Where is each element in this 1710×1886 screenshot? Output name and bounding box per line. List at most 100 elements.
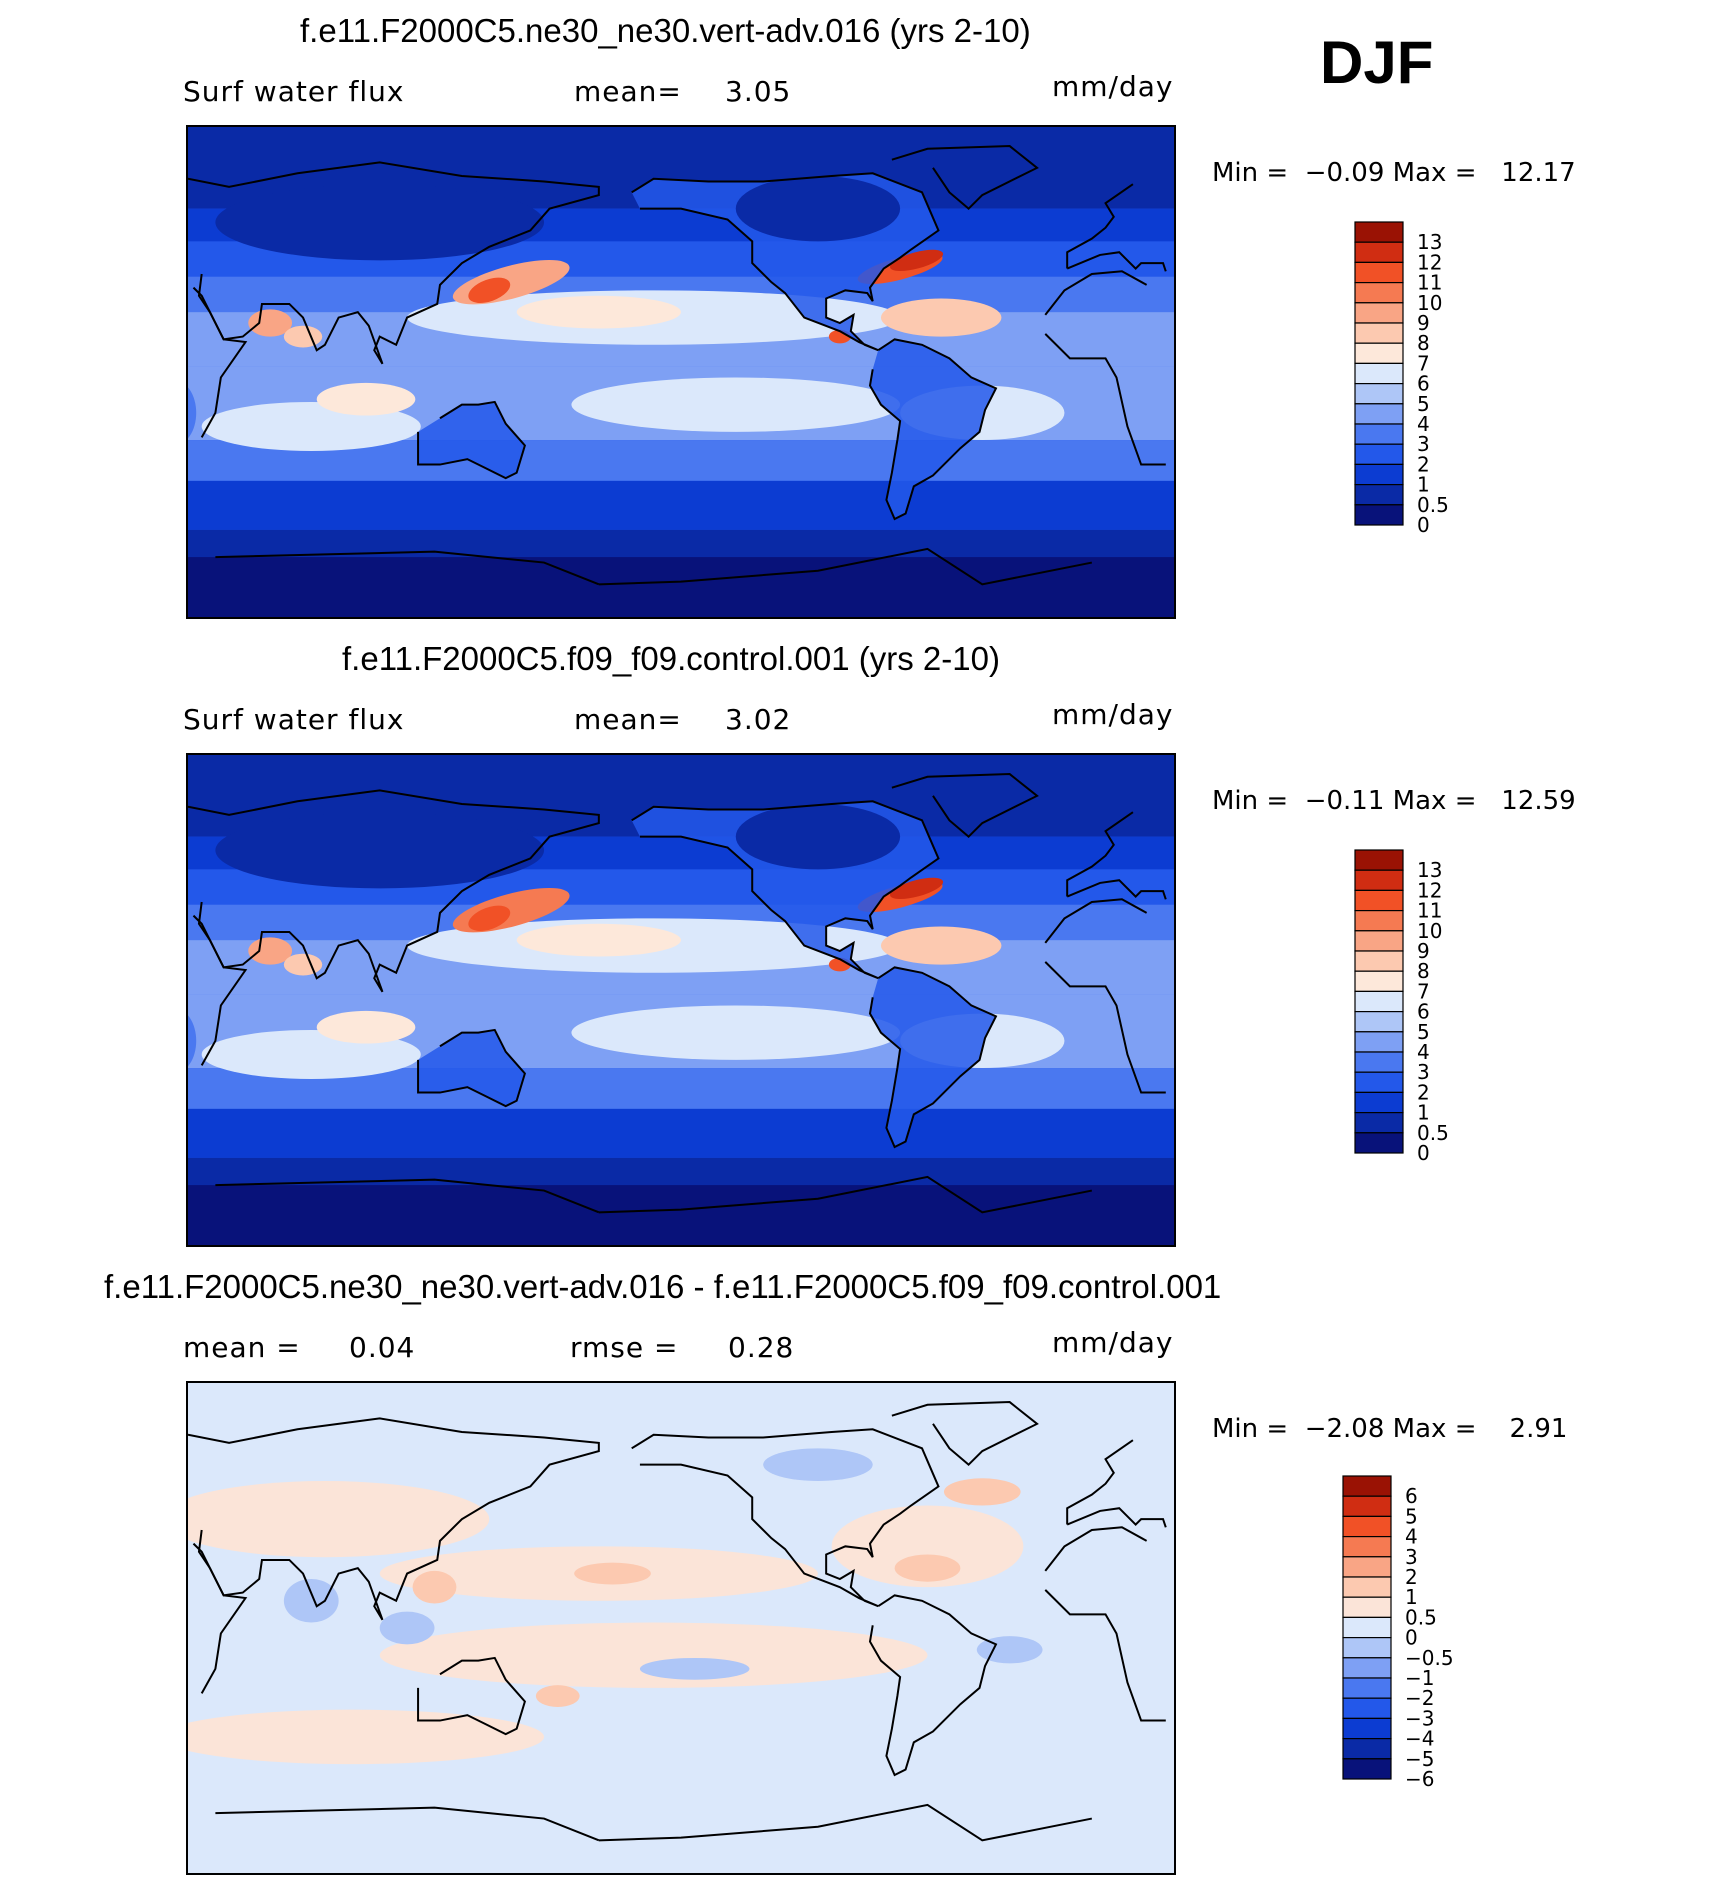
band-antarctic-plateau (188, 557, 1174, 617)
panel-3-rmse-label: rmse = (570, 1331, 679, 1364)
panel-2-mean-value: 3.02 (725, 703, 792, 736)
panel-1-title: f.e11.F2000C5.ne30_ne30.vert-adv.016 (yr… (300, 12, 1031, 49)
coastline-antarctica (598, 1175, 1093, 1214)
land-samerica (869, 339, 996, 519)
colorbar-tick-label: 7 (1417, 979, 1430, 1003)
atlantic-positive (831, 1505, 1024, 1588)
indian-west-coast (283, 953, 323, 976)
colorbar-tick-label: 11 (1417, 899, 1442, 923)
colorbar-swatch (1354, 362, 1404, 385)
south-pacific-subtropics (571, 377, 901, 432)
colorbar-swatch (1342, 1637, 1392, 1659)
panel-1-minmax: Min = −0.09 Max = 12.17 (1212, 158, 1576, 188)
coastline-namerica (631, 800, 940, 980)
panel-3-mean-label: mean = (183, 1331, 301, 1364)
colorbar-swatch (1354, 1112, 1404, 1134)
colorbar-swatch (1342, 1475, 1392, 1497)
coastline-africa (1044, 1589, 1166, 1722)
coastlines (188, 773, 1167, 1214)
colorbar-tick-label: 2 (1417, 1080, 1430, 1104)
panel-3-max-label: Max = (1392, 1414, 1477, 1444)
colorbar-tick-label: −3 (1405, 1706, 1434, 1730)
colorbar-tick-label: −1 (1405, 1666, 1434, 1690)
colorbar-swatch (1354, 443, 1404, 465)
panel-1-max-value: 12.17 (1501, 158, 1576, 188)
panel-2-units: mm/day (1052, 698, 1174, 731)
panel-3-map (186, 1381, 1176, 1875)
spcz-negative (639, 1657, 750, 1680)
coastline-greenland (891, 1401, 1039, 1467)
colorbar-swatch (1354, 221, 1404, 243)
colorbar-tick-label: 0.5 (1417, 493, 1449, 517)
colorbar-swatch (1354, 1031, 1404, 1053)
coastline-samerica (868, 338, 998, 521)
panel-1-mean-value: 3.05 (725, 75, 792, 108)
coastline-namerica (631, 172, 940, 352)
south-pacific-subtropics (571, 1005, 901, 1060)
indian-ocean-peach (316, 382, 416, 416)
colorbar-swatch (1354, 990, 1404, 1013)
land-samerica (869, 967, 996, 1147)
coastline-europe_asia (1066, 183, 1134, 269)
colorbar-swatch (1342, 1657, 1392, 1679)
colorbar-tick-label: −6 (1405, 1767, 1434, 1791)
colorbar-swatch (1354, 281, 1404, 304)
colorbar-swatch (1342, 1616, 1392, 1639)
colorbar-swatch (1342, 1556, 1392, 1578)
pacific-positive-south (379, 1622, 928, 1688)
coastline-antarctica (215, 550, 600, 586)
colorbar-tick-label: 5 (1405, 1504, 1418, 1528)
colorbar-tick-label: 10 (1417, 291, 1442, 315)
colorbar-tick-label: 12 (1417, 878, 1442, 902)
panel-2-max-label: Max = (1392, 786, 1477, 816)
colorbar-tick-label: 13 (1417, 230, 1442, 254)
siberia-dry (215, 812, 545, 889)
colorbar-swatch (1354, 463, 1404, 486)
panel-3-colorbar: 6 5 4 3 2 1 0.5 0 −0.5 −1 −2 −3 −4 −5 −6 (1342, 1475, 1543, 1868)
canada-dry (735, 176, 901, 242)
panel-1-mean-label: mean= (574, 75, 682, 108)
panel-3-title: f.e11.F2000C5.ne30_ne30.vert-adv.016 - f… (104, 1268, 1222, 1305)
colorbar-swatch (1354, 342, 1404, 364)
colorbar-swatch (1354, 423, 1404, 445)
colorbar-swatch (1354, 849, 1404, 871)
colorbar-swatch (1342, 1717, 1392, 1740)
colorbar-tick-label: 4 (1405, 1525, 1418, 1549)
colorbar-swatch (1354, 1051, 1404, 1073)
colorbar-swatch (1342, 1596, 1392, 1618)
panel-3-minmax: Min = −2.08 Max = 2.91 (1212, 1414, 1567, 1444)
kuroshio-core (468, 905, 511, 932)
colorbar-swatch (1354, 504, 1404, 526)
coastline-australia (417, 1028, 527, 1108)
coastline-antarctica (215, 1806, 600, 1842)
coastline-europe_asia (1066, 811, 1134, 897)
coastline-africa (192, 1542, 248, 1694)
north-atlantic-peach (880, 926, 1002, 965)
panel-1-min-value: −0.09 (1304, 158, 1385, 188)
southern-africa-land (188, 387, 197, 439)
coastline-samerica (868, 966, 998, 1149)
canada-dry (735, 804, 901, 870)
asia-positive (188, 1481, 490, 1558)
panel-1-units: mm/day (1052, 70, 1174, 103)
panel-1-map (186, 125, 1176, 619)
maritime-continent-peak (412, 1570, 457, 1604)
siberia-dry (215, 184, 545, 261)
panel-3-min-value: −2.08 (1304, 1414, 1385, 1444)
colorbar-tick-label: 0.5 (1417, 1121, 1449, 1145)
colorbar-swatch (1354, 484, 1404, 506)
coastline-europe_asia (1066, 879, 1167, 900)
coastline-greenland (891, 773, 1039, 839)
north-pacific-peach (516, 923, 681, 957)
panel-1-map-svg (188, 127, 1174, 617)
season-label: DJF (1320, 29, 1434, 96)
colorbar-tick-label: 5 (1417, 1020, 1430, 1044)
colorbar-tick-label: 5 (1417, 392, 1430, 416)
colorbar-tick-label: 2 (1417, 452, 1430, 476)
southern-africa-land (188, 1015, 197, 1067)
colorbar-swatch (1342, 1758, 1392, 1780)
colorbar-swatch (1342, 1677, 1392, 1699)
panel-3-min-label: Min = (1212, 1414, 1289, 1444)
panel-2-min-label: Min = (1212, 786, 1289, 816)
